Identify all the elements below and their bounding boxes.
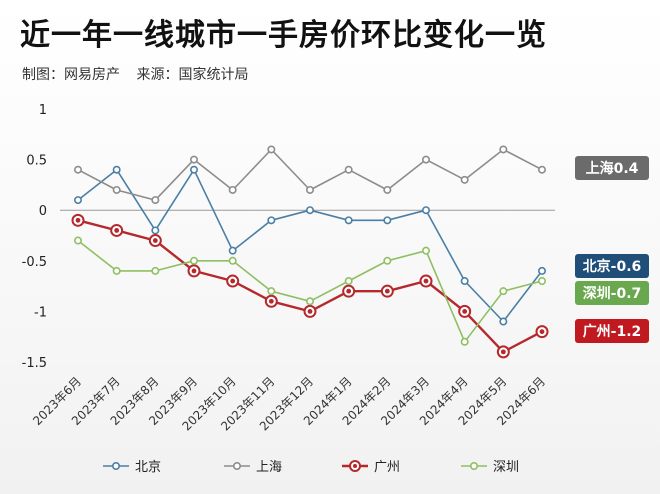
data-point-core [191, 268, 197, 274]
data-point [344, 277, 353, 286]
data-point [499, 145, 508, 154]
y-tick-label: 0 [39, 204, 47, 219]
data-point [460, 337, 469, 346]
data-point [460, 277, 469, 286]
series-line [77, 239, 543, 343]
legend: 北京 上海 广州 深圳 [103, 460, 519, 475]
end-tag-1: 上海0.4 [575, 156, 649, 180]
end-tag-label: 广州-1.2 [583, 323, 642, 340]
data-point [267, 216, 276, 225]
y-tick-label: -1 [34, 305, 47, 320]
x-axis: 2023年6月2023年7月2023年8月2023年9月2023年10月2023… [30, 374, 548, 433]
data-point-core [307, 309, 313, 314]
data-point-core [152, 238, 158, 243]
data-point-core [346, 288, 352, 294]
y-tick-label: -0.5 [22, 255, 47, 270]
chart-subtitle: 制图：网易房产 来源：国家统计局 [22, 64, 260, 84]
legend-label: 深圳 [493, 460, 519, 475]
y-tick-label: 0.5 [26, 154, 47, 169]
data-point-core [114, 228, 120, 233]
end-tag-0: 北京-0.6 [575, 254, 649, 278]
data-point [305, 206, 314, 215]
data-point [228, 185, 237, 194]
data-point-core [539, 329, 545, 335]
end-tag-box [575, 156, 649, 180]
end-tag-box [575, 319, 649, 343]
data-point [383, 185, 392, 194]
data-point [499, 287, 508, 296]
data-point [421, 206, 430, 215]
data-point-core [462, 309, 468, 314]
data-point [383, 256, 392, 265]
chart-title: 近一年一线城市一手房价环比变化一览 [20, 18, 547, 53]
data-point [267, 145, 276, 154]
legend-item-2: 广州 [342, 460, 400, 475]
data-point [151, 196, 160, 205]
data-point [112, 266, 121, 275]
end-tag-label: 上海0.4 [586, 160, 639, 177]
data-point-core [75, 217, 81, 223]
legend-label: 广州 [374, 460, 400, 475]
legend-item-3: 深圳 [461, 460, 519, 475]
legend-item-0: 北京 [103, 460, 161, 475]
data-point [421, 246, 430, 255]
data-point [151, 226, 160, 235]
source-credit: 来源：国家统计局 [136, 67, 249, 83]
data-point [190, 256, 199, 265]
y-tick-label: -1.5 [22, 356, 47, 371]
legend-label: 上海 [256, 460, 282, 475]
series-lines [71, 145, 549, 359]
data-point [151, 266, 160, 275]
end-value-tags: 北京-0.6 上海0.4 广州-1.2 深圳-0.7 [575, 156, 649, 343]
data-point [112, 185, 121, 194]
y-tick-label: 1 [39, 103, 47, 118]
legend-item-1: 上海 [224, 460, 282, 475]
series-2 [71, 213, 549, 359]
data-point [537, 266, 546, 275]
end-tag-2: 广州-1.2 [575, 319, 649, 343]
series-1 [74, 145, 546, 205]
legend-swatch-core [353, 464, 357, 468]
legend-swatch-marker [233, 461, 242, 470]
end-tag-box [575, 281, 649, 305]
data-point [74, 236, 83, 245]
data-point [499, 317, 508, 326]
data-point-core [384, 288, 390, 294]
data-point [305, 185, 314, 194]
data-point-core [500, 349, 506, 355]
data-point [267, 287, 276, 296]
data-point [112, 165, 121, 174]
data-point [537, 165, 546, 174]
data-point [74, 165, 83, 174]
y-axis: 1 0.5 0 -0.5 -1 -1.5 [22, 103, 47, 371]
data-point [460, 175, 469, 184]
end-tag-box [575, 254, 649, 278]
data-point [228, 246, 237, 255]
legend-swatch-marker [112, 461, 121, 470]
data-point [537, 277, 546, 286]
data-point [305, 297, 314, 306]
series-3 [74, 236, 546, 346]
data-point-core [230, 278, 236, 284]
data-point [421, 155, 430, 164]
series-0 [74, 165, 546, 326]
data-point [344, 216, 353, 225]
data-point [190, 155, 199, 164]
legend-swatch-marker [469, 461, 478, 470]
data-point [383, 216, 392, 225]
end-tag-3: 深圳-0.7 [575, 281, 649, 305]
data-point [228, 256, 237, 265]
data-point-core [423, 278, 429, 284]
data-point [74, 196, 83, 205]
data-point-core [268, 298, 274, 304]
producer-credit: 制图：网易房产 [22, 67, 120, 83]
end-tag-label: 北京-0.6 [583, 258, 642, 275]
legend-label: 北京 [135, 460, 161, 475]
data-point [344, 165, 353, 174]
data-point [190, 165, 199, 174]
end-tag-label: 深圳-0.7 [583, 285, 642, 302]
